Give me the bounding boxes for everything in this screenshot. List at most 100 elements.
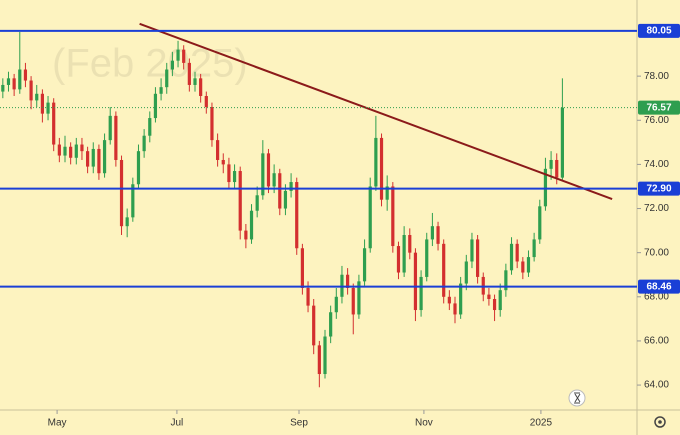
gear-center	[658, 420, 662, 424]
candle-body	[74, 144, 78, 158]
candle-body	[351, 287, 355, 315]
candle-body	[498, 290, 502, 311]
candle-body	[216, 140, 220, 160]
candle-body	[1, 84, 5, 92]
candle-body	[18, 69, 22, 90]
candle-body	[210, 107, 214, 141]
candle-body	[346, 274, 350, 288]
candle-body	[221, 159, 225, 165]
candle-body	[464, 261, 468, 284]
candle-body	[526, 257, 531, 273]
y-tick-label: 66.00	[644, 336, 669, 347]
level-label: 72.90	[646, 183, 671, 194]
candle-body	[408, 235, 412, 253]
candle-body	[492, 299, 497, 311]
level-label-box	[638, 279, 680, 294]
candle-body	[487, 294, 491, 300]
candle-body	[391, 186, 395, 247]
candle-body	[413, 252, 418, 311]
candle-body	[329, 312, 333, 337]
candle-body	[63, 146, 67, 156]
candle-body	[199, 78, 203, 96]
candle-body	[69, 146, 73, 158]
candle-body	[430, 226, 434, 240]
x-tick-label: May	[48, 418, 67, 429]
y-tick-label: 70.00	[644, 247, 669, 258]
clock-icon[interactable]	[568, 389, 586, 407]
candle-body	[538, 206, 542, 240]
candle-body	[108, 115, 112, 141]
candle-body	[255, 195, 259, 211]
candle-body	[476, 239, 480, 277]
candle-body	[52, 102, 56, 145]
candle-body	[334, 296, 338, 313]
level-label: 80.05	[646, 26, 671, 37]
candle-body	[515, 243, 519, 262]
x-tick-label: Nov	[415, 418, 433, 429]
candle-body	[425, 239, 429, 277]
candle-body	[261, 153, 265, 196]
x-tick-label: Jul	[171, 418, 184, 429]
candle-body	[323, 336, 327, 375]
candle-body	[97, 148, 101, 174]
trendline	[139, 22, 613, 200]
candle-body	[453, 303, 457, 315]
candle-body	[142, 135, 146, 152]
candle-body	[543, 168, 548, 207]
candle-body	[447, 296, 451, 304]
candle-body	[249, 210, 254, 240]
candle-body	[549, 159, 553, 169]
candle-body	[379, 137, 384, 200]
candle-body	[176, 49, 180, 61]
candle-body	[102, 140, 107, 174]
candle-body	[555, 159, 559, 178]
last-price-box	[638, 100, 680, 115]
level-label-box	[638, 181, 680, 196]
candle-body	[295, 182, 299, 249]
candle-body	[306, 287, 310, 306]
last-price-label: 76.57	[646, 102, 671, 113]
candle-body	[29, 80, 33, 101]
candle-body	[244, 230, 248, 240]
candle-body	[35, 93, 39, 101]
level-label: 68.46	[646, 281, 671, 292]
watermark: (Feb 2025)	[52, 42, 248, 86]
candle-body	[312, 305, 316, 346]
clock-glyph	[574, 392, 581, 404]
candle-body	[23, 69, 28, 81]
candle-body	[170, 60, 174, 70]
level-label-box	[638, 23, 680, 38]
x-tick-label: Sep	[290, 418, 308, 429]
y-tick-label: 72.00	[644, 203, 669, 214]
candle-body	[368, 186, 372, 249]
candle-body	[317, 345, 321, 375]
candle-body	[232, 171, 237, 183]
candle-body	[362, 248, 367, 282]
y-tick-label: 74.00	[644, 159, 669, 170]
candle-body	[283, 190, 288, 209]
settings-icon[interactable]	[654, 416, 666, 428]
candle-body	[57, 144, 61, 156]
candle-body	[357, 281, 361, 315]
candle-body	[509, 243, 514, 271]
candle-body	[227, 164, 231, 183]
candle-body	[187, 62, 191, 85]
candle-body	[278, 173, 282, 209]
candle-body	[193, 78, 197, 85]
candle-body	[204, 95, 208, 108]
y-tick-label: 78.00	[644, 71, 669, 82]
candle-body	[114, 115, 118, 160]
candle-body	[459, 283, 463, 315]
candle-body	[272, 173, 276, 187]
candle-body	[436, 226, 440, 244]
candle-body	[136, 151, 141, 185]
candle-body	[159, 87, 163, 94]
gear[interactable]	[654, 416, 666, 428]
candle-body	[504, 270, 508, 291]
candle-body	[385, 186, 389, 200]
candle-body	[182, 49, 186, 63]
candle-body	[40, 93, 44, 114]
candle-body	[300, 248, 304, 288]
